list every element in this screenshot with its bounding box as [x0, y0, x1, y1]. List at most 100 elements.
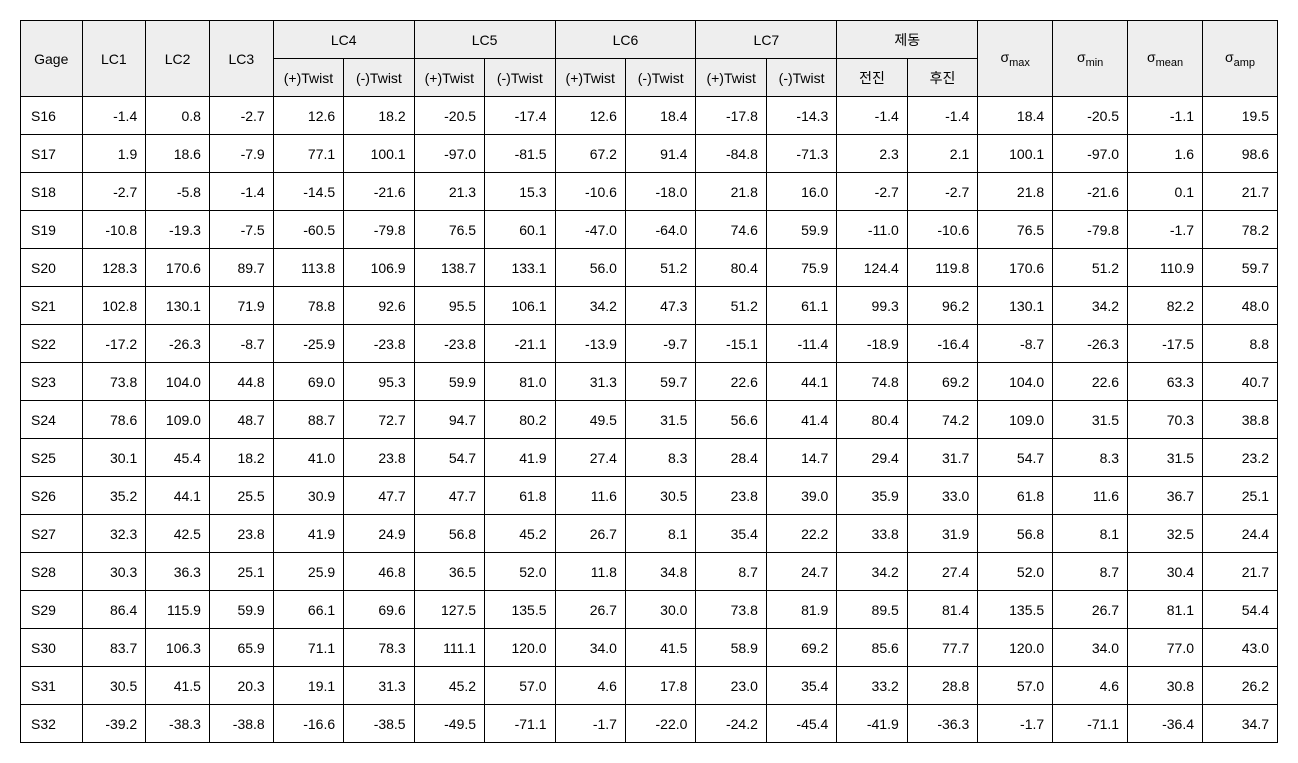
cell-lc5p: 47.7	[414, 477, 484, 515]
cell-lc5n: 45.2	[485, 515, 555, 553]
cell-lc5p: 21.3	[414, 173, 484, 211]
cell-smax: 109.0	[978, 401, 1053, 439]
cell-lc3: 25.5	[209, 477, 273, 515]
cell-samp: 25.1	[1203, 477, 1278, 515]
cell-lc4n: 46.8	[344, 553, 414, 591]
cell-lc4p: 66.1	[273, 591, 343, 629]
cell-lc7n: 41.4	[766, 401, 836, 439]
cell-lc6p: -47.0	[555, 211, 625, 249]
cell-lc5p: -23.8	[414, 325, 484, 363]
col-lc7-pos: (+)Twist	[696, 59, 766, 97]
cell-br: -36.3	[907, 705, 977, 743]
table-row: S2830.336.325.125.946.836.552.011.834.88…	[21, 553, 1278, 591]
cell-lc4n: 78.3	[344, 629, 414, 667]
cell-lc1: 83.7	[82, 629, 146, 667]
cell-br: -2.7	[907, 173, 977, 211]
cell-lc4n: 24.9	[344, 515, 414, 553]
cell-gage: S31	[21, 667, 83, 705]
cell-lc2: -38.3	[146, 705, 210, 743]
cell-gage: S16	[21, 97, 83, 135]
cell-smin: -71.1	[1053, 705, 1128, 743]
cell-lc7p: 73.8	[696, 591, 766, 629]
cell-lc1: 1.9	[82, 135, 146, 173]
cell-lc4p: -16.6	[273, 705, 343, 743]
col-sigma-min: σmin	[1053, 21, 1128, 97]
cell-samp: 21.7	[1203, 553, 1278, 591]
cell-bf: 33.8	[837, 515, 907, 553]
col-lc7-neg: (-)Twist	[766, 59, 836, 97]
cell-lc2: 104.0	[146, 363, 210, 401]
cell-smin: -21.6	[1053, 173, 1128, 211]
cell-smean: 36.7	[1128, 477, 1203, 515]
cell-lc6p: 26.7	[555, 515, 625, 553]
cell-lc6p: -13.9	[555, 325, 625, 363]
cell-lc6n: 41.5	[625, 629, 695, 667]
cell-lc6p: 67.2	[555, 135, 625, 173]
cell-br: -1.4	[907, 97, 977, 135]
cell-lc4n: -38.5	[344, 705, 414, 743]
cell-smax: -8.7	[978, 325, 1053, 363]
cell-lc7n: 61.1	[766, 287, 836, 325]
col-brake-fwd: 전진	[837, 59, 907, 97]
cell-lc4p: 78.8	[273, 287, 343, 325]
cell-lc1: 30.3	[82, 553, 146, 591]
cell-lc2: 41.5	[146, 667, 210, 705]
cell-lc1: 32.3	[82, 515, 146, 553]
cell-lc6p: 31.3	[555, 363, 625, 401]
cell-lc7p: 35.4	[696, 515, 766, 553]
table-row: S32-39.2-38.3-38.8-16.6-38.5-49.5-71.1-1…	[21, 705, 1278, 743]
cell-lc6n: 91.4	[625, 135, 695, 173]
cell-smin: -26.3	[1053, 325, 1128, 363]
cell-bf: 35.9	[837, 477, 907, 515]
cell-br: 96.2	[907, 287, 977, 325]
stress-results-table: Gage LC1 LC2 LC3 LC4 LC5 LC6 LC7 제동 σmax…	[20, 20, 1278, 743]
cell-lc2: 130.1	[146, 287, 210, 325]
cell-lc6n: 8.3	[625, 439, 695, 477]
cell-lc5p: 95.5	[414, 287, 484, 325]
cell-lc7n: 16.0	[766, 173, 836, 211]
cell-lc4p: 19.1	[273, 667, 343, 705]
cell-smean: 82.2	[1128, 287, 1203, 325]
cell-lc5n: 133.1	[485, 249, 555, 287]
cell-bf: 99.3	[837, 287, 907, 325]
cell-lc2: -19.3	[146, 211, 210, 249]
cell-smean: 31.5	[1128, 439, 1203, 477]
col-lc6-pos: (+)Twist	[555, 59, 625, 97]
col-brake: 제동	[837, 21, 978, 59]
cell-lc3: 65.9	[209, 629, 273, 667]
table-header: Gage LC1 LC2 LC3 LC4 LC5 LC6 LC7 제동 σmax…	[21, 21, 1278, 97]
cell-lc7n: -45.4	[766, 705, 836, 743]
col-lc2: LC2	[146, 21, 210, 97]
cell-bf: 89.5	[837, 591, 907, 629]
cell-lc3: 23.8	[209, 515, 273, 553]
cell-lc5p: 127.5	[414, 591, 484, 629]
cell-lc7p: 8.7	[696, 553, 766, 591]
cell-lc7p: 23.8	[696, 477, 766, 515]
cell-br: 2.1	[907, 135, 977, 173]
cell-br: 77.7	[907, 629, 977, 667]
cell-gage: S32	[21, 705, 83, 743]
cell-br: 81.4	[907, 591, 977, 629]
table-row: S16-1.40.8-2.712.618.2-20.5-17.412.618.4…	[21, 97, 1278, 135]
cell-lc4p: 12.6	[273, 97, 343, 135]
col-lc5-pos: (+)Twist	[414, 59, 484, 97]
cell-lc4p: 30.9	[273, 477, 343, 515]
col-gage: Gage	[21, 21, 83, 97]
cell-lc6n: 31.5	[625, 401, 695, 439]
cell-lc5n: 106.1	[485, 287, 555, 325]
cell-lc4n: 18.2	[344, 97, 414, 135]
cell-smean: -17.5	[1128, 325, 1203, 363]
cell-lc2: 115.9	[146, 591, 210, 629]
cell-lc2: -5.8	[146, 173, 210, 211]
cell-lc7p: -24.2	[696, 705, 766, 743]
cell-lc6n: 34.8	[625, 553, 695, 591]
cell-smean: 30.8	[1128, 667, 1203, 705]
col-lc3: LC3	[209, 21, 273, 97]
table-row: S22-17.2-26.3-8.7-25.9-23.8-23.8-21.1-13…	[21, 325, 1278, 363]
cell-lc6p: 11.8	[555, 553, 625, 591]
table-row: S171.918.6-7.977.1100.1-97.0-81.567.291.…	[21, 135, 1278, 173]
cell-lc6p: 34.0	[555, 629, 625, 667]
cell-gage: S28	[21, 553, 83, 591]
cell-lc4n: -23.8	[344, 325, 414, 363]
cell-lc7n: -11.4	[766, 325, 836, 363]
